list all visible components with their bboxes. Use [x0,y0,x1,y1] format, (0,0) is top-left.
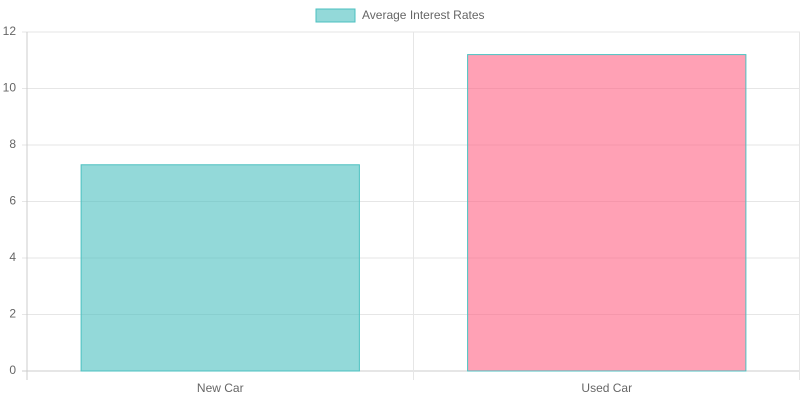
y-tick-label: 2 [9,307,16,321]
y-tick-label: 10 [3,81,17,95]
bar [80,164,360,372]
legend-label: Average Interest Rates [362,8,485,22]
y-tick-label: 12 [3,24,17,38]
y-tick-label: 4 [9,250,16,264]
y-tick-label: 6 [9,194,16,208]
x-tick-label: New Car [197,381,244,395]
y-tick-label: 0 [9,363,16,377]
legend-swatch [315,8,356,23]
y-tick-label: 8 [9,137,16,151]
x-tick-label: Used Car [581,381,632,395]
bar [467,54,747,372]
